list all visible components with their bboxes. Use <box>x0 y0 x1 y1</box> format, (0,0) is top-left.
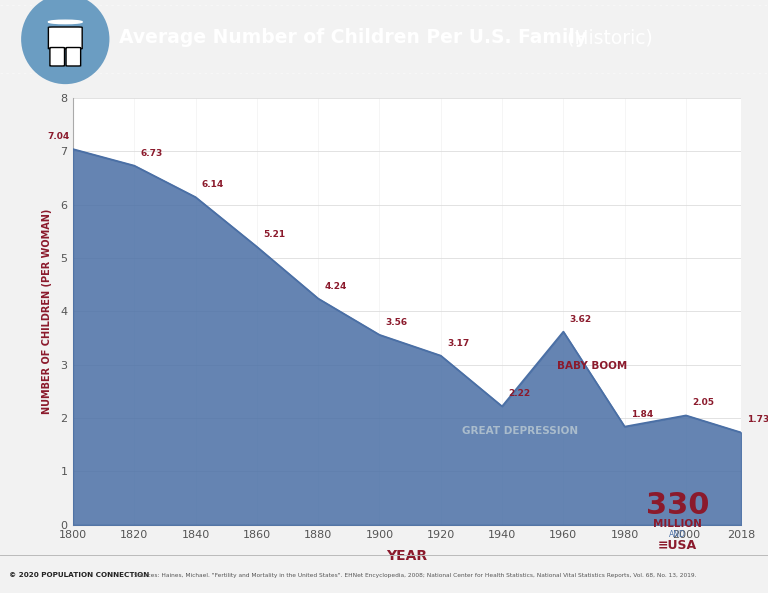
Text: GREAT DEPRESSION: GREAT DEPRESSION <box>462 426 578 436</box>
Text: 2.05: 2.05 <box>692 398 714 407</box>
Text: 2.22: 2.22 <box>508 390 531 398</box>
Text: (Historic): (Historic) <box>561 28 653 47</box>
Text: MILLION: MILLION <box>653 519 702 528</box>
FancyBboxPatch shape <box>50 47 65 66</box>
Text: 1.73: 1.73 <box>747 416 768 425</box>
Ellipse shape <box>21 0 109 84</box>
FancyBboxPatch shape <box>66 47 81 66</box>
Text: 6.73: 6.73 <box>141 149 163 158</box>
FancyBboxPatch shape <box>48 27 82 49</box>
Text: 3.56: 3.56 <box>386 318 408 327</box>
Text: 330: 330 <box>646 491 709 519</box>
X-axis label: YEAR: YEAR <box>386 549 428 563</box>
Text: 6.14: 6.14 <box>202 180 224 189</box>
Text: 5.21: 5.21 <box>263 229 285 239</box>
Text: 3.17: 3.17 <box>447 339 469 347</box>
Text: © 2020 POPULATION CONNECTION: © 2020 POPULATION CONNECTION <box>9 572 150 578</box>
Y-axis label: NUMBER OF CHILDREN (PER WOMAN): NUMBER OF CHILDREN (PER WOMAN) <box>42 209 52 414</box>
Text: ≡USA: ≡USA <box>658 539 697 552</box>
Text: Sources: Haines, Michael. "Fertility and Mortality in the United States". EHNet : Sources: Haines, Michael. "Fertility and… <box>134 573 697 578</box>
Text: AND: AND <box>669 530 686 540</box>
Text: 4.24: 4.24 <box>324 282 346 291</box>
Text: 3.62: 3.62 <box>570 315 591 324</box>
Text: BABY BOOM: BABY BOOM <box>558 361 627 371</box>
Circle shape <box>48 20 82 24</box>
Text: 7.04: 7.04 <box>48 132 70 141</box>
Text: Average Number of Children Per U.S. Family: Average Number of Children Per U.S. Fami… <box>119 28 588 47</box>
Text: 1.84: 1.84 <box>631 410 653 419</box>
